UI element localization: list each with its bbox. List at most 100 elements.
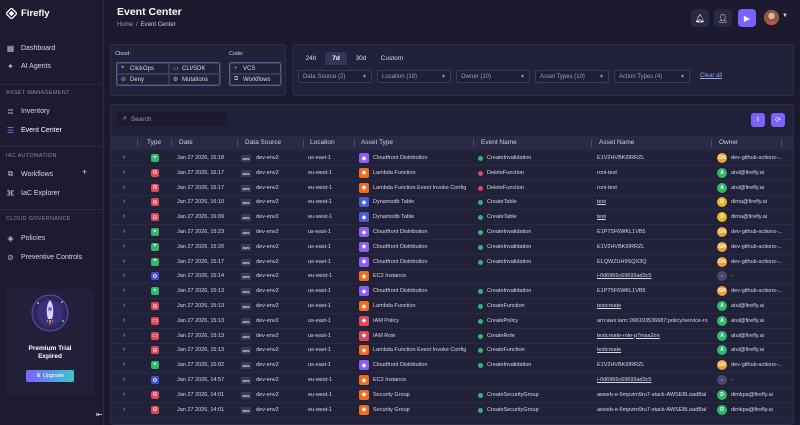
sidebar-item-dashboard[interactable]: ▦ Dashboard — [6, 42, 56, 54]
sidebar-item-policies[interactable]: ◈ Policies — [6, 232, 45, 244]
search-input[interactable] — [130, 115, 221, 123]
refresh-button[interactable]: ⟳ — [771, 113, 785, 127]
aws-icon: aws — [241, 155, 251, 162]
col-owner[interactable]: Owner — [719, 139, 739, 146]
expand-row-icon[interactable]: › — [123, 257, 126, 265]
action-types-dropdown[interactable]: Action Types (4) ▼ — [614, 70, 690, 83]
table-row[interactable]: › ⌖ Jan 27 2026, 15:20 aws dev-env2 us-east-1… — [111, 240, 793, 255]
expand-row-icon[interactable]: › — [123, 346, 126, 354]
demo-button[interactable]: ▶ — [738, 9, 756, 27]
upgrade-button[interactable]: ♛ Upgrade — [26, 370, 74, 382]
asset-name-cell[interactable]: testcreate-role-p7msa2on — [597, 332, 660, 339]
table-row[interactable]: › ⌖ Jan 27 2026, 15:23 aws dev-env2 us-east-1… — [111, 225, 793, 240]
breadcrumb-home[interactable]: Home — [117, 22, 134, 28]
chip-clickops[interactable]: ⌖ ClickOps — [117, 63, 169, 74]
asset-type-cell: Lambda Function Event Invoke Config — [373, 184, 467, 191]
expand-row-icon[interactable]: › — [123, 272, 126, 280]
table-row[interactable]: › ⊖ Jan 27 2026, 15:13 aws dev-env2 us-east-1… — [111, 299, 793, 314]
expand-row-icon[interactable]: › — [123, 302, 126, 309]
asset-name-cell[interactable]: testcreate — [597, 347, 622, 354]
col-location[interactable]: Location — [310, 139, 335, 146]
expand-row-icon[interactable]: › — [123, 331, 126, 339]
location-cell: eu-west-1 — [308, 184, 333, 191]
table-row[interactable]: › ▭ Jan 27 2026, 15:13 aws dev-env2 us-east-1… — [111, 314, 793, 329]
table-row[interactable]: › ⊖ Jan 27 2026, 14:01 aws dev-env2 eu-west-1… — [111, 403, 793, 418]
sidebar-item-ai-agents[interactable]: ✦ AI Agents — [6, 60, 51, 72]
expand-row-icon[interactable]: › — [123, 168, 126, 176]
expand-row-icon[interactable]: › — [123, 316, 126, 324]
expand-row-icon[interactable]: › — [123, 405, 126, 413]
user-avatar[interactable] — [764, 10, 779, 25]
table-row[interactable]: › ⊖ Jan 27 2026, 15:13 aws dev-env2 us-east-1… — [111, 343, 793, 359]
notifications-button[interactable]: 🔔︎ — [691, 9, 709, 27]
table-row[interactable]: › ⊖ Jan 27 2026, 16:09 aws dev-env2 eu-west-1… — [111, 210, 793, 226]
asset-name-cell[interactable]: testcreate — [597, 303, 622, 309]
table-row[interactable]: › ⊖ Jan 27 2026, 14:01 aws dev-env2 eu-west-1… — [111, 388, 793, 403]
chip-workflows[interactable]: ⧉ Workflows — [230, 74, 282, 85]
col-type[interactable]: Type — [147, 139, 162, 146]
cli-icon: ▭ — [151, 316, 159, 325]
range-custom[interactable]: Custom — [380, 55, 404, 62]
collapse-sidebar-icon[interactable]: ⇤ — [96, 410, 103, 419]
asset-type-cell: Security Group — [373, 406, 410, 413]
table-row[interactable]: › ⚙ Jan 27 2026, 14:57 aws dev-env2 eu-west-1… — [111, 373, 793, 388]
table-row[interactable]: › ⌖ Jan 27 2026, 16:18 aws dev-env2 us-east-1… — [111, 151, 793, 166]
sidebar-item-preventive-controls[interactable]: ⊘ Preventive Controls — [6, 251, 82, 263]
table-row[interactable]: › ⊖ Jan 27 2026, 16:17 aws dev-env2 eu-west-1… — [111, 166, 793, 181]
clear-all-link[interactable]: Clear all — [700, 73, 723, 79]
range-30d[interactable]: 30d — [355, 55, 367, 62]
expand-row-icon[interactable]: › — [123, 242, 126, 250]
invite-user-button[interactable]: 👤︎ — [714, 9, 732, 27]
asset-name-cell[interactable]: i-0d6966c69693ad3c5 — [597, 273, 652, 280]
chip-deny[interactable]: ⊖ Deny — [117, 74, 169, 85]
expand-row-icon[interactable]: › — [123, 228, 126, 235]
chip-cli-sdk[interactable]: ▭ CLI/SDK — [169, 63, 221, 74]
col-asset-name[interactable]: Asset Name — [599, 139, 635, 146]
expand-row-icon[interactable]: › — [123, 287, 126, 295]
logo[interactable]: Firefly — [6, 8, 50, 19]
sidebar-item-event-center[interactable]: ☰ Event Center — [6, 124, 62, 136]
sidebar-item-inventory[interactable]: ≣ Inventory — [6, 105, 50, 117]
col-event-name[interactable]: Event Name — [481, 139, 517, 146]
range-7d[interactable]: 7d — [325, 52, 347, 65]
asset-type-cell: Cloudfront Distribution — [373, 288, 428, 295]
asset-type-cell: Dynamodb Table — [373, 199, 415, 206]
table-row[interactable]: › ▭ Jan 27 2026, 15:13 aws dev-env2 us-east-1… — [111, 329, 793, 344]
expand-row-icon[interactable]: › — [123, 213, 126, 221]
chip-mutations[interactable]: ⚙ Mutations — [169, 74, 221, 85]
code-icon: ⌘ — [6, 188, 15, 198]
location-cell: us-east-1 — [308, 155, 331, 161]
table-row[interactable]: › ⌖ Jan 27 2026, 15:02 aws dev-env2 us-east-1… — [111, 358, 793, 374]
table-row[interactable]: › ⊖ Jan 27 2026, 16:10 aws dev-env2 eu-west-1… — [111, 195, 793, 211]
add-workflow-icon[interactable]: + — [82, 167, 88, 177]
column-separator — [171, 139, 172, 147]
sidebar-item-iac-explorer[interactable]: ⌘ IaC Explorer — [6, 187, 60, 199]
expand-row-icon[interactable]: › — [123, 154, 126, 161]
sidebar-item-workflows[interactable]: ⧉ Workflows — [6, 168, 54, 180]
chevron-down-icon[interactable]: ▼ — [782, 13, 788, 19]
asset-name-cell[interactable]: test — [597, 199, 606, 206]
expand-row-icon[interactable]: › — [123, 376, 126, 383]
col-data-source[interactable]: Data Source — [245, 139, 282, 146]
date-cell: Jan 27 2026, 15:20 — [177, 243, 225, 250]
data-source-dropdown[interactable]: Data Source (2) ▼ — [298, 70, 372, 83]
expand-row-icon[interactable]: › — [123, 361, 126, 369]
table-row[interactable]: › ⌖ Jan 27 2026, 15:13 aws dev-env2 us-east-1… — [111, 284, 793, 300]
table-row[interactable]: › ⌖ Jan 27 2026, 15:17 aws dev-env2 us-east-1… — [111, 255, 793, 270]
success-status-icon — [478, 348, 483, 354]
expand-row-icon[interactable]: › — [123, 183, 126, 191]
owner-dropdown[interactable]: Owner (10) ▼ — [456, 70, 530, 83]
location-dropdown[interactable]: Location (19) ▼ — [377, 70, 451, 83]
table-row[interactable]: › ⚙ Jan 27 2026, 15:14 aws dev-env2 eu-west-1… — [111, 269, 793, 285]
asset-types-dropdown[interactable]: Asset Types (10) ▼ — [535, 70, 609, 83]
col-asset-type[interactable]: Asset Type — [361, 139, 394, 146]
col-date[interactable]: Date — [179, 139, 193, 146]
chip-vcs[interactable]: ⑂ VCS — [230, 63, 282, 74]
expand-row-icon[interactable]: › — [123, 198, 126, 206]
asset-name-cell[interactable]: test — [597, 214, 606, 221]
table-row[interactable]: › ⊖ Jan 27 2026, 16:17 aws dev-env2 eu-west-1… — [111, 181, 793, 196]
range-24h[interactable]: 24h — [305, 55, 317, 62]
download-button[interactable]: ⭳ — [751, 113, 765, 127]
expand-row-icon[interactable]: › — [123, 390, 126, 398]
asset-name-cell[interactable]: i-0d6966c69693ad3c5 — [597, 377, 652, 383]
